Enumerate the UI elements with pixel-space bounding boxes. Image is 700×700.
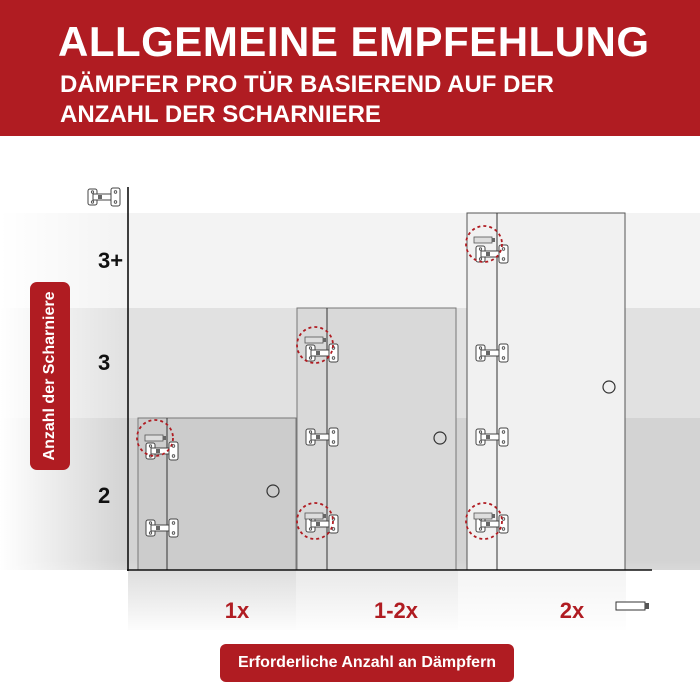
damper-marker xyxy=(136,419,174,457)
knob-icon xyxy=(266,484,280,498)
damper-marker xyxy=(296,326,334,364)
damper-icon xyxy=(304,336,327,344)
damper-icon xyxy=(615,601,649,611)
hinge-damper-diagram xyxy=(0,187,700,635)
x-axis-label: Erforderliche Anzahl an Dämpfern xyxy=(220,644,514,682)
subtitle-line-1: DÄMPFER PRO TÜR BASIEREND AUF DER xyxy=(60,71,554,98)
y-axis-label: Anzahl der Scharniere xyxy=(30,282,70,470)
knob-icon xyxy=(433,431,447,445)
damper-marker xyxy=(465,225,503,263)
header-banner: ALLGEMEINE EMPFEHLUNG DÄMPFER PRO TÜR BA… xyxy=(0,0,700,136)
x-tick-2x: 2x xyxy=(559,598,585,623)
y-tick-3: 3 xyxy=(98,350,111,375)
y-tick-2: 2 xyxy=(98,483,111,508)
page-subtitle: DÄMPFER PRO TÜR BASIEREND AUF DER ANZAHL… xyxy=(60,70,554,130)
y-axis-label-text: Anzahl der Scharniere xyxy=(41,291,58,461)
page-title: ALLGEMEINE EMPFEHLUNG xyxy=(58,18,650,65)
damper-icon xyxy=(304,512,327,520)
damper-marker xyxy=(465,502,503,540)
subtitle-line-2: ANZAHL DER SCHARNIERE xyxy=(60,101,381,128)
x-tick-1-2x: 1-2x xyxy=(373,598,419,623)
damper-icon xyxy=(473,512,496,520)
knob-icon xyxy=(602,380,616,394)
y-tick-3plus: 3+ xyxy=(98,248,124,273)
hinge-icon xyxy=(87,187,121,207)
door-3plus-hinges xyxy=(466,212,626,571)
damper-icon xyxy=(144,434,167,442)
door-2-hinges xyxy=(137,417,297,571)
damper-icon xyxy=(473,236,496,244)
x-tick-1x: 1x xyxy=(224,598,250,623)
damper-marker xyxy=(296,502,334,540)
